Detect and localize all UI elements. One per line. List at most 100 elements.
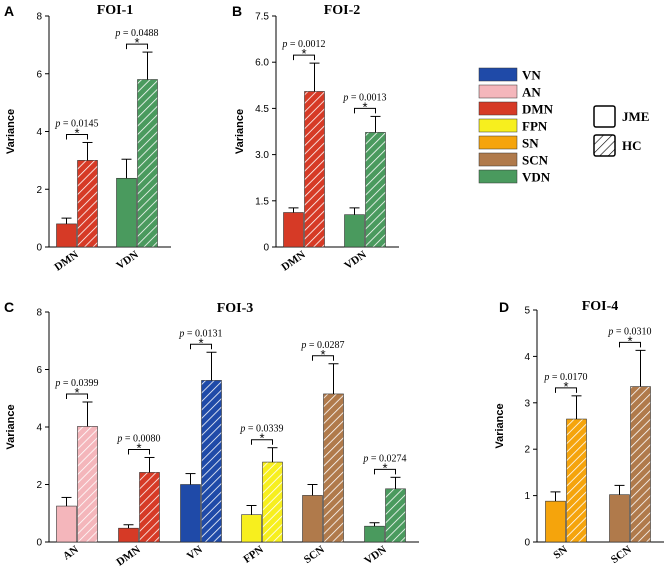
- significance-bracket: [619, 341, 641, 348]
- y-tick-label: 3.0: [255, 150, 269, 161]
- y-axis-label: Variance: [234, 109, 246, 154]
- legend-swatch-scn: [478, 152, 518, 167]
- significance-star: *: [259, 431, 264, 446]
- bar-scn-hc: [323, 393, 344, 543]
- bar-an-jme: [56, 505, 77, 543]
- bar-dmn-hc: [304, 91, 325, 248]
- p-value-label: p = 0.0012: [281, 39, 325, 50]
- significance-star: *: [320, 347, 325, 362]
- chart-title: FOI-4: [582, 299, 619, 314]
- bar-sn-hc: [566, 418, 587, 543]
- x-tick-label: DMN: [279, 249, 307, 274]
- p-value-label: p = 0.0488: [114, 28, 158, 39]
- x-tick-label: VN: [185, 544, 205, 563]
- significance-star: *: [301, 46, 306, 61]
- chart-title: FOI-2: [324, 3, 361, 18]
- p-value-label: p = 0.0339: [239, 424, 283, 435]
- y-tick-label: 4: [36, 127, 42, 138]
- significance-bracket: [555, 387, 577, 393]
- legend-label-fpn: FPN: [522, 119, 548, 134]
- legend-swatch-vdn: [478, 169, 518, 184]
- p-value-label: p = 0.0131: [178, 328, 222, 339]
- legend-group-label-hc: HC: [622, 138, 642, 153]
- significance-star: *: [74, 125, 79, 140]
- significance-star: *: [136, 440, 141, 455]
- y-tick-label: 8: [36, 308, 42, 319]
- significance-bracket: [374, 468, 396, 475]
- bar-vn-jme: [180, 484, 201, 543]
- significance-star: *: [563, 379, 568, 394]
- bar-vdn-jme: [116, 177, 137, 248]
- significance-bracket: [354, 107, 376, 114]
- axes: [48, 312, 419, 543]
- significance-bracket: [66, 393, 88, 399]
- bar-vn-hc: [201, 380, 222, 543]
- significance-bracket: [312, 355, 334, 361]
- panel-letter: A: [4, 3, 14, 19]
- y-tick-label: 4.5: [255, 104, 269, 115]
- significance-star: *: [362, 99, 367, 114]
- y-tick-label: 1.5: [255, 196, 269, 207]
- significance-bracket: [190, 343, 212, 350]
- x-tick-label: VDN: [362, 544, 388, 568]
- p-value-label: p = 0.0274: [362, 453, 406, 464]
- p-value-label: p = 0.0145: [54, 118, 98, 129]
- bar-an-hc: [77, 426, 98, 543]
- x-tick-label: DMN: [114, 544, 142, 569]
- x-tick-label: AN: [61, 544, 81, 563]
- y-tick-label: 6: [36, 69, 42, 80]
- x-tick-label: SN: [551, 544, 569, 562]
- bar-dmn-jme: [56, 223, 77, 248]
- y-tick-label: 3: [524, 398, 530, 409]
- legend-label-vn: VN: [522, 68, 541, 83]
- y-axis-label: Variance: [494, 403, 506, 448]
- legend-swatch-vn: [478, 67, 518, 82]
- x-tick-label: FPN: [241, 544, 265, 566]
- bar-sn-jme: [545, 500, 566, 543]
- bar-vdn-hc: [385, 488, 406, 543]
- bar-scn-hc: [630, 386, 651, 543]
- significance-star: *: [134, 35, 139, 50]
- p-value-label: p = 0.0310: [607, 326, 651, 337]
- significance-star: *: [627, 333, 632, 348]
- y-tick-label: 7.5: [255, 12, 269, 23]
- y-tick-label: 4: [524, 352, 530, 363]
- bar-scn-jme: [609, 494, 630, 543]
- p-value-label: p = 0.0399: [54, 378, 98, 389]
- legend-group-swatch-hc: [593, 134, 616, 157]
- legend-label-an: AN: [522, 85, 541, 100]
- legend-swatch-dmn: [478, 101, 518, 116]
- x-tick-label: VDN: [114, 249, 140, 273]
- significance-bracket: [251, 439, 273, 445]
- legend-label-dmn: DMN: [522, 102, 554, 117]
- y-axis-label: Variance: [5, 109, 17, 154]
- x-tick-label: SCN: [302, 544, 327, 566]
- chart-title: FOI-3: [217, 301, 254, 316]
- bar-scn-jme: [302, 495, 323, 543]
- significance-star: *: [382, 460, 387, 475]
- y-tick-label: 0: [524, 538, 530, 549]
- legend-label-scn: SCN: [522, 153, 549, 168]
- panel-letter: B: [232, 3, 242, 19]
- y-tick-label: 0: [263, 243, 269, 254]
- bar-dmn-hc: [139, 472, 160, 543]
- legend-group-label-jme: JME: [622, 109, 649, 124]
- y-tick-label: 4: [36, 423, 42, 434]
- legend-swatch-sn: [478, 135, 518, 150]
- y-tick-label: 5: [524, 306, 530, 317]
- legend: VN AN DMN FPN SN SCN VDN JME HC: [478, 67, 649, 185]
- p-value-label: p = 0.0013: [342, 92, 386, 103]
- bar-vdn-jme: [364, 525, 385, 543]
- y-tick-label: 6.0: [255, 58, 269, 69]
- y-tick-label: 1: [524, 491, 530, 502]
- p-value-label: p = 0.0080: [116, 433, 160, 444]
- significance-star: *: [74, 385, 79, 400]
- legend-label-sn: SN: [522, 136, 539, 151]
- bar-vdn-jme: [344, 214, 365, 248]
- y-tick-label: 6: [36, 365, 42, 376]
- chart-title: FOI-1: [97, 3, 134, 18]
- x-tick-label: DMN: [52, 249, 80, 274]
- p-value-label: p = 0.0170: [543, 372, 587, 383]
